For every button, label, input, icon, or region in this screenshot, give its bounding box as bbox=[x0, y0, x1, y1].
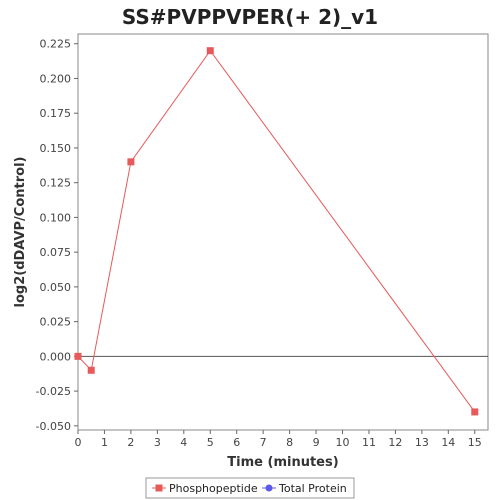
legend-box bbox=[145, 477, 355, 499]
x-tick-label: 11 bbox=[362, 436, 376, 449]
y-tick-label: 0.025 bbox=[40, 316, 72, 329]
x-tick-label: 13 bbox=[415, 436, 429, 449]
x-tick-label: 6 bbox=[233, 436, 240, 449]
x-tick-label: 7 bbox=[260, 436, 267, 449]
y-tick-label: 0.075 bbox=[40, 246, 72, 259]
x-tick-label: 9 bbox=[313, 436, 320, 449]
legend-label: Total Protein bbox=[278, 482, 347, 495]
y-tick-label: 0.100 bbox=[40, 211, 72, 224]
x-tick-label: 8 bbox=[286, 436, 293, 449]
x-tick-label: 12 bbox=[388, 436, 402, 449]
y-tick-label: -0.050 bbox=[36, 420, 71, 433]
data-point bbox=[471, 408, 479, 416]
x-tick-label: 0 bbox=[75, 436, 82, 449]
y-tick-label: 0.150 bbox=[40, 142, 72, 155]
x-tick-label: 10 bbox=[336, 436, 350, 449]
y-tick-label: -0.025 bbox=[36, 385, 71, 398]
x-tick-label: 5 bbox=[207, 436, 214, 449]
y-tick-label: 0.050 bbox=[40, 281, 72, 294]
x-tick-label: 1 bbox=[101, 436, 108, 449]
chart-title: SS#PVPPVPER(+ 2)_v1 bbox=[122, 5, 378, 29]
plot-area bbox=[77, 33, 489, 431]
x-tick-label: 15 bbox=[468, 436, 482, 449]
data-point bbox=[206, 47, 214, 55]
y-axis-label: log2(dDAVP/Control) bbox=[13, 157, 28, 308]
series-group bbox=[74, 47, 479, 416]
x-tick-label: 2 bbox=[127, 436, 134, 449]
x-tick-label: 14 bbox=[441, 436, 455, 449]
legend-marker bbox=[265, 484, 273, 492]
x-tick-label: 4 bbox=[180, 436, 187, 449]
legend-marker bbox=[155, 484, 163, 492]
y-tick-label: 0.125 bbox=[40, 177, 72, 190]
y-tick-label: 0.200 bbox=[40, 72, 72, 85]
legend: Phosphopeptide Total Protein bbox=[145, 477, 355, 499]
y-tick-label: 0.175 bbox=[40, 107, 72, 120]
x-axis: 0 1 2 3 4 5 6 7 8 9 10 11 12 13 14 15 bbox=[75, 430, 482, 449]
y-tick-label: 0.225 bbox=[40, 38, 72, 51]
x-tick-label: 3 bbox=[154, 436, 161, 449]
data-point bbox=[87, 366, 95, 374]
x-axis-label: Time (minutes) bbox=[227, 455, 338, 470]
data-point bbox=[127, 158, 135, 166]
legend-label: Phosphopeptide bbox=[169, 482, 258, 495]
y-axis: -0.050 -0.025 0.000 0.025 0.050 0.075 0.100 0.1… bbox=[36, 38, 78, 433]
y-tick-label: 0.000 bbox=[40, 350, 72, 363]
data-point bbox=[74, 352, 82, 360]
